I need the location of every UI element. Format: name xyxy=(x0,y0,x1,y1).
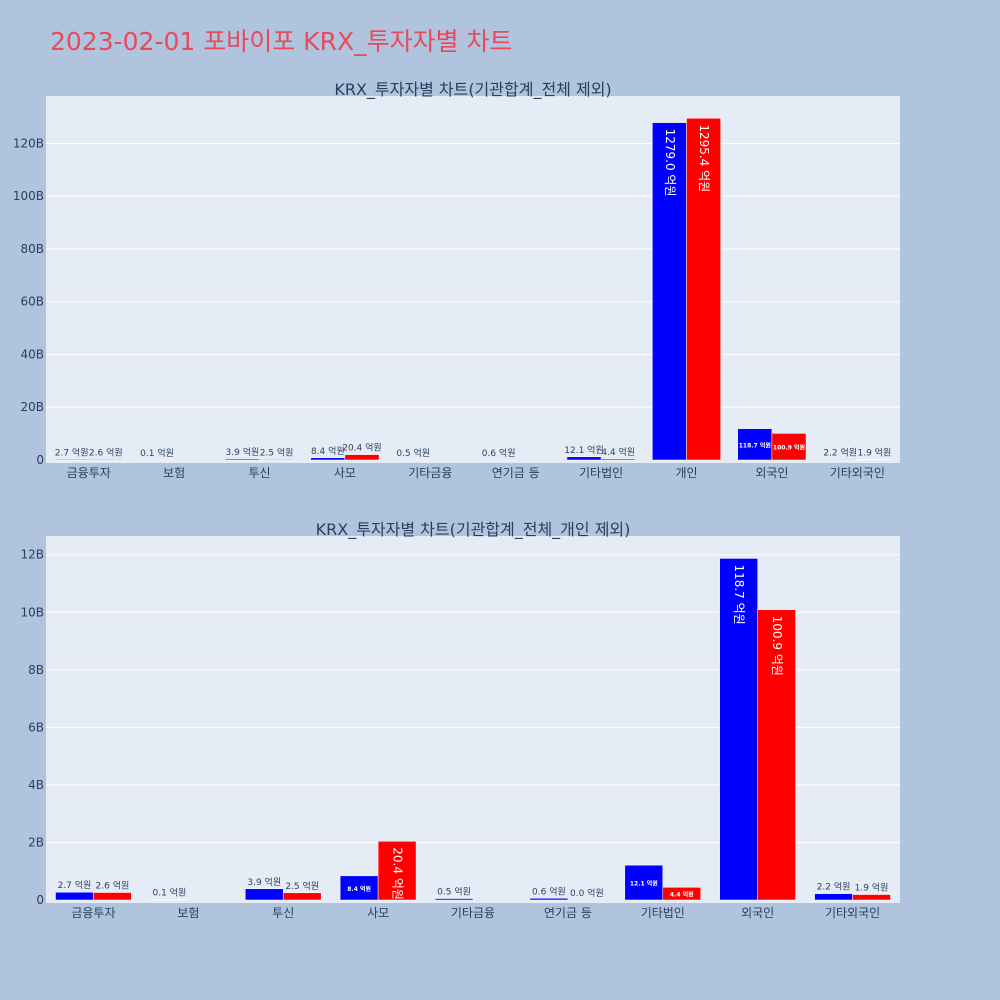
bar-value-label: 2.2 억원 xyxy=(817,881,851,893)
bar-series2 xyxy=(93,892,132,901)
bar-value-label: 1.9 억원 xyxy=(855,882,889,894)
bar-series1 xyxy=(737,428,773,461)
x-tick-label: 외국인 xyxy=(755,466,788,480)
bar-value-label: 0.0 억원 xyxy=(570,887,604,899)
y-tick-label: 0 xyxy=(36,453,44,467)
bar-series2 xyxy=(282,892,322,901)
bar-series1 xyxy=(822,459,858,461)
y-tick-label: 8B xyxy=(28,663,44,677)
x-tick-label: 보험 xyxy=(177,906,199,920)
y-tick-label: 120B xyxy=(13,136,44,150)
y-tick-label: 80B xyxy=(20,242,44,256)
bar-value-label: 0.1 억원 xyxy=(140,447,174,459)
chart-title: KRX_투자자별 차트(기관합계_전체_개인 제외) xyxy=(316,520,631,540)
y-tick-label: 6B xyxy=(28,720,44,734)
bar-value-label: 2.5 억원 xyxy=(285,880,319,892)
bar-value-label: 20.4 억원 xyxy=(391,847,405,900)
bar-value-label: 118.7 억원 xyxy=(739,441,771,449)
bar-value-label: 100.9 억원 xyxy=(770,616,784,676)
bar-series2 xyxy=(344,454,380,461)
bar-value-label: 0.1 억원 xyxy=(152,887,186,899)
bar-series1 xyxy=(529,898,569,901)
x-tick-label: 보험 xyxy=(163,466,185,480)
bar-value-label: 0.6 억원 xyxy=(482,447,516,459)
bar-series1 xyxy=(566,456,602,461)
bar-series2 xyxy=(852,894,891,901)
bar-series1 xyxy=(719,558,758,901)
x-tick-label: 금융투자 xyxy=(71,906,115,920)
bar-value-label: 118.7 억원 xyxy=(732,564,746,624)
x-tick-label: 기타외국인 xyxy=(825,906,880,920)
x-tick-label: 사모 xyxy=(367,906,389,920)
x-tick-label: 투신 xyxy=(272,906,294,920)
bar-series1 xyxy=(310,457,346,461)
bar-value-label: 1.9 억원 xyxy=(858,446,892,458)
bar-series2 xyxy=(662,887,701,901)
bar-value-label: 8.4 억원 xyxy=(311,445,345,457)
x-tick-label: 금융투자 xyxy=(67,466,111,480)
x-tick-label: 사모 xyxy=(334,466,356,480)
bar-value-label: 20.4 억원 xyxy=(342,442,381,454)
y-tick-label: 0 xyxy=(36,893,44,907)
bar-value-label: 0.5 억원 xyxy=(396,447,430,459)
y-tick-label: 12B xyxy=(20,548,44,562)
y-tick-label: 4B xyxy=(28,778,44,792)
bar-series1 xyxy=(55,891,94,901)
bar-value-label: 3.9 억원 xyxy=(247,876,281,888)
x-tick-label: 기타법인 xyxy=(641,906,685,920)
bar-value-label: 2.2 억원 xyxy=(823,446,857,458)
bar-series2 xyxy=(857,459,892,461)
bar-series2 xyxy=(259,459,294,461)
chart-2: 0 2B 4B 6B 8B 10B 12B KRX_투자자별 차트(기관합계_전체_개인 제외… xyxy=(20,520,900,920)
bar-value-label: 3.9 억원 xyxy=(226,446,260,458)
bar-series1 xyxy=(814,893,853,901)
y-tick-label: 40B xyxy=(20,347,44,361)
bar-value-label: 2.7 억원 xyxy=(58,879,92,891)
bar-value-label: 0.5 억원 xyxy=(437,886,471,898)
bar-series1 xyxy=(434,898,474,901)
bar-series1 xyxy=(624,864,664,901)
bar-series2 xyxy=(600,458,636,461)
bar-value-label: 2.7 억원 xyxy=(55,446,89,458)
chart-1: 0 20B 40B 60B 80B 100B 120B KRX_투자자별 차트(기관합계_전체… xyxy=(13,80,900,480)
y-tick-label: 100B xyxy=(13,189,44,203)
bar-series2 xyxy=(771,433,807,461)
bar-series1 xyxy=(245,888,284,901)
y-tick-label: 2B xyxy=(28,835,44,849)
bar-series2 xyxy=(88,459,124,461)
bar-value-label: 2.5 억원 xyxy=(260,446,294,458)
bar-value-label: 2.6 억원 xyxy=(96,880,130,892)
bar-value-label: 12.1 억원 xyxy=(630,880,658,888)
bar-series1 xyxy=(54,459,89,461)
x-tick-label: 기타금융 xyxy=(408,466,452,480)
plot-area xyxy=(46,96,900,463)
x-tick-label: 기타법인 xyxy=(579,466,623,480)
x-tick-label: 개인 xyxy=(675,466,697,480)
x-tick-label: 기타금융 xyxy=(451,906,495,920)
bar-value-label: 12.1 억원 xyxy=(564,444,603,456)
x-tick-label: 외국인 xyxy=(741,906,774,920)
chart-title: KRX_투자자별 차트(기관합계_전체 제외) xyxy=(334,80,611,100)
bar-value-label: 0.6 억원 xyxy=(532,885,566,897)
bar-value-label: 4.4 억원 xyxy=(601,446,635,458)
x-tick-label: 연기금 등 xyxy=(544,906,592,920)
bar-value-label: 8.4 억원 xyxy=(347,885,371,893)
y-tick-label: 10B xyxy=(20,605,44,619)
bar-series2 xyxy=(686,118,721,461)
bar-value-label: 1279.0 억원 xyxy=(663,129,677,197)
y-tick-label: 20B xyxy=(20,400,44,414)
x-tick-label: 투신 xyxy=(248,466,270,480)
x-tick-label: 연기금 등 xyxy=(492,466,540,480)
bar-series2 xyxy=(377,841,417,901)
bar-value-label: 4.4 억원 xyxy=(670,891,694,899)
bar-value-label: 100.9 억원 xyxy=(773,444,805,452)
bar-series2 xyxy=(757,609,796,901)
bar-value-label: 1295.4 억원 xyxy=(697,124,711,192)
y-tick-label: 60B xyxy=(20,295,44,309)
x-tick-label: 기타외국인 xyxy=(830,466,885,480)
page-title: 2023-02-01 포바이포 KRX_투자자별 차트 xyxy=(50,27,513,56)
bar-series1 xyxy=(225,458,260,461)
bar-value-label: 2.6 억원 xyxy=(89,446,123,458)
